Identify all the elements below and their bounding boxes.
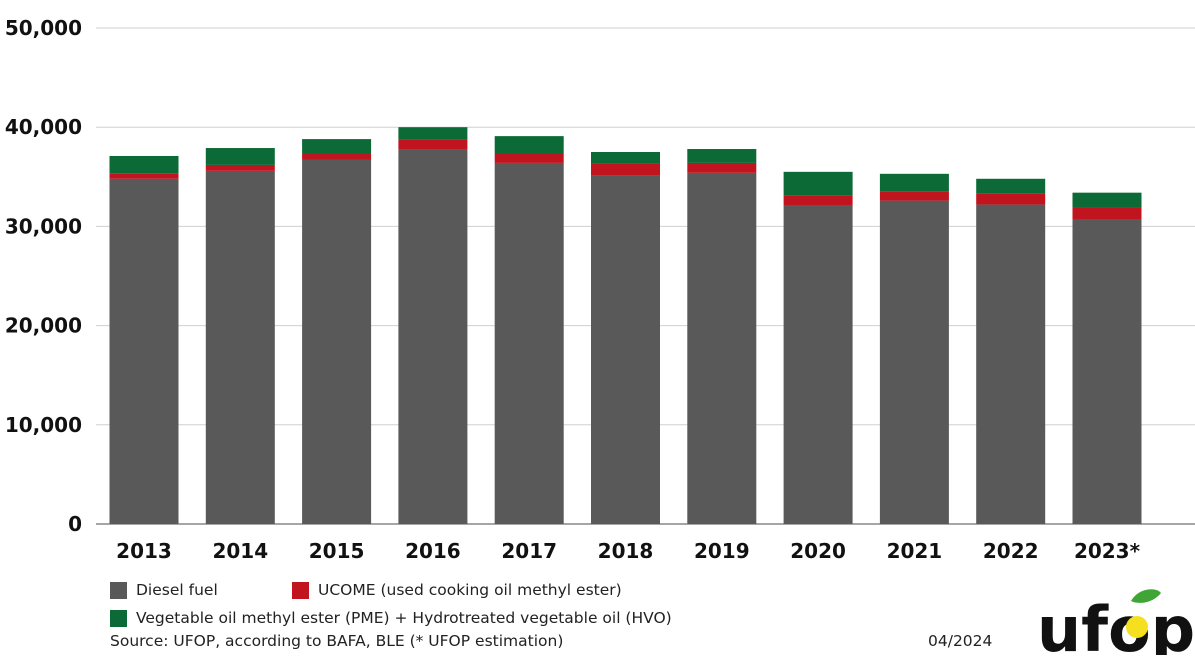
legend-swatch-ucome <box>292 581 309 599</box>
ufop-logo: ufop <box>1035 583 1195 659</box>
legend-label-pme-hvo: Vegetable oil methyl ester (PME) + Hydro… <box>136 609 672 627</box>
bar-segment-ucome-2023 <box>1072 207 1142 220</box>
bar-segment-ucome-2020 <box>783 195 853 206</box>
bar-segment-ucome-2014 <box>205 164 275 171</box>
x-tick-label: 2022 <box>983 539 1039 563</box>
legend-item-diesel: Diesel fuel <box>110 581 218 599</box>
x-tick-label: 2020 <box>790 539 846 563</box>
x-tick-label: 2016 <box>405 539 461 563</box>
bar-segment-pme-hvo-2017 <box>494 136 564 154</box>
bar-segment-diesel-2020 <box>783 205 853 524</box>
bar-segment-pme-hvo-2021 <box>879 173 949 192</box>
logo-wordmark: ufop <box>1037 593 1195 655</box>
bar-segment-pme-hvo-2015 <box>302 139 372 154</box>
stacked-bar-chart: 0 10,000 20,000 30,000 40,000 50,000 2013 2014… <box>5 16 1195 563</box>
x-tick-label: 2013 <box>116 539 172 563</box>
bar-segment-diesel-2021 <box>879 200 949 524</box>
x-tick-label: 2019 <box>694 539 750 563</box>
legend-label-diesel: Diesel fuel <box>136 581 218 599</box>
y-tick-label: 50,000 <box>5 16 82 40</box>
date-label: 04/2024 <box>928 632 993 650</box>
logo-oil-drop <box>1126 616 1148 638</box>
bar-segment-diesel-2018 <box>591 175 660 525</box>
bar-segment-pme-hvo-2018 <box>591 152 660 164</box>
bar-segment-diesel-2015 <box>302 159 372 524</box>
y-tick-label: 20,000 <box>5 314 82 338</box>
bar-segment-ucome-2019 <box>687 162 757 173</box>
y-tick-label: 30,000 <box>5 214 82 238</box>
bar-segment-pme-hvo-2014 <box>205 148 275 165</box>
bar-segment-ucome-2022 <box>976 193 1046 205</box>
source-note: Source: UFOP, according to BAFA, BLE (* … <box>110 632 564 650</box>
y-tick-label: 40,000 <box>5 115 82 139</box>
legend-item-pme-hvo: Vegetable oil methyl ester (PME) + Hydro… <box>110 609 672 627</box>
bar-segment-pme-hvo-2013 <box>109 155 179 174</box>
bar-segment-pme-hvo-2023 <box>1072 192 1142 208</box>
bar-segment-ucome-2017 <box>494 153 564 163</box>
bar-segment-diesel-2019 <box>687 172 757 524</box>
bar-segment-pme-hvo-2016 <box>398 127 468 140</box>
bar-segment-ucome-2021 <box>879 191 949 201</box>
legend-label-ucome: UCOME (used cooking oil methyl ester) <box>318 581 622 599</box>
bar-segment-diesel-2017 <box>494 162 564 525</box>
legend-item-ucome: UCOME (used cooking oil methyl ester) <box>292 581 622 599</box>
bar-segment-diesel-2022 <box>976 204 1046 525</box>
legend-swatch-pme-hvo <box>110 609 127 627</box>
y-tick-label: 0 <box>68 512 82 536</box>
bar-segment-pme-hvo-2022 <box>976 178 1046 194</box>
x-tick-label: 2018 <box>598 539 654 563</box>
x-tick-label: 2015 <box>309 539 365 563</box>
bar-segment-ucome-2018 <box>591 163 660 176</box>
bar-segment-diesel-2016 <box>398 149 468 525</box>
x-tick-label: 2017 <box>501 539 557 563</box>
bar-segment-pme-hvo-2019 <box>687 149 757 163</box>
x-tick-label: 2021 <box>887 539 943 563</box>
bar-segment-pme-hvo-2020 <box>783 171 853 196</box>
legend-swatch-diesel <box>110 581 127 599</box>
logo-leaf-icon <box>1131 589 1161 603</box>
bar-segment-ucome-2013 <box>109 173 179 179</box>
bar-segment-ucome-2015 <box>302 153 372 160</box>
y-tick-label: 10,000 <box>5 413 82 437</box>
bar-segment-diesel-2014 <box>205 170 275 524</box>
bar-segment-diesel-2023 <box>1072 219 1142 524</box>
x-tick-label: 2023* <box>1074 539 1141 563</box>
bar-segment-diesel-2013 <box>109 178 179 524</box>
x-tick-label: 2014 <box>212 539 268 563</box>
bar-segment-ucome-2016 <box>398 139 468 150</box>
